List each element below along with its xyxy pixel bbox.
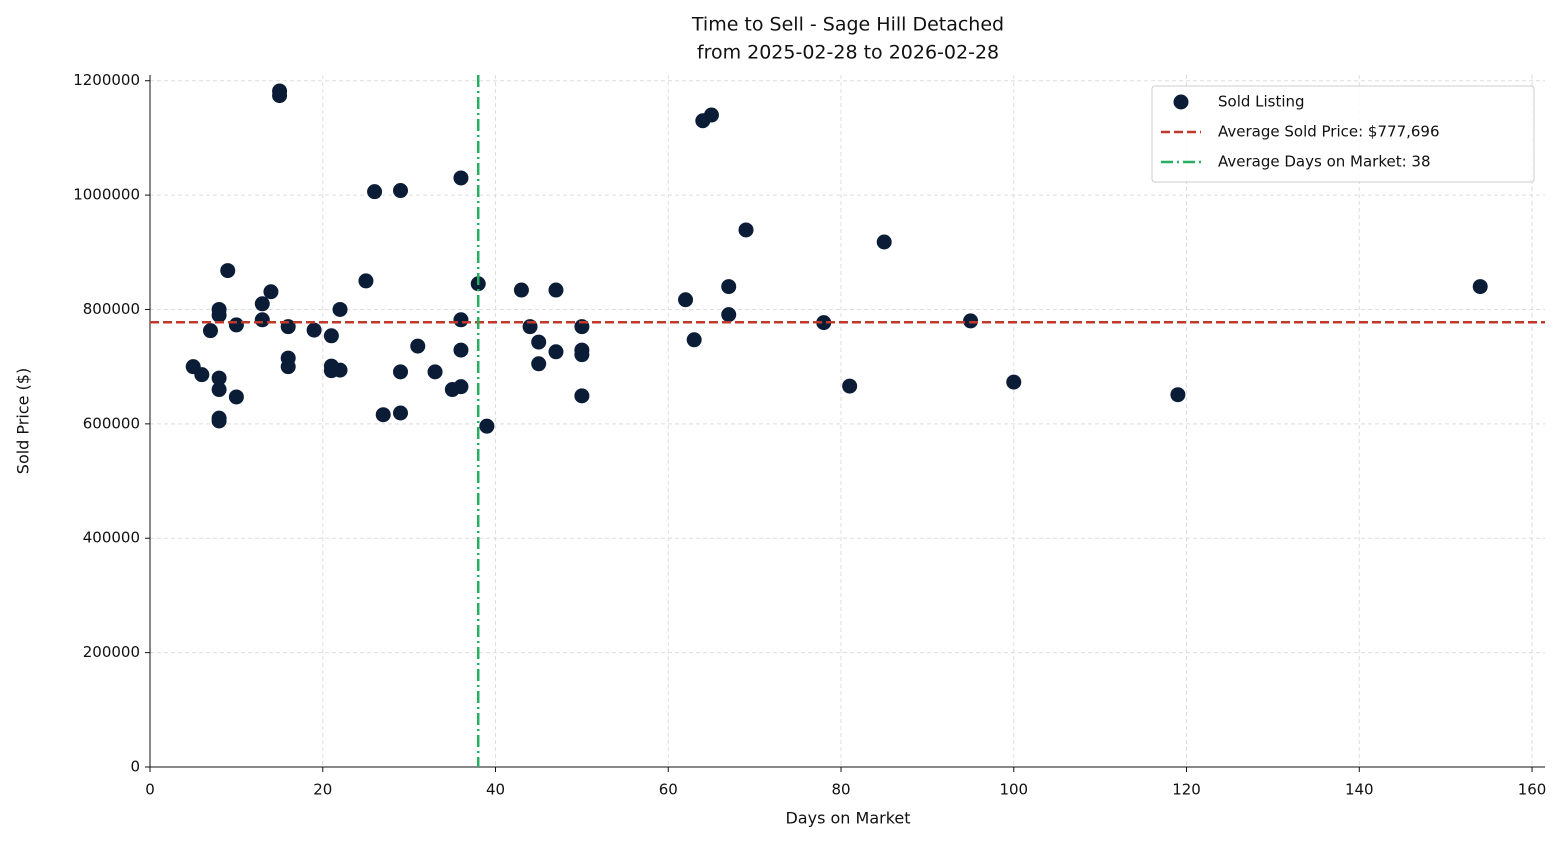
point bbox=[211, 307, 227, 323]
point bbox=[574, 388, 590, 404]
point bbox=[453, 342, 469, 358]
point bbox=[254, 312, 270, 328]
point bbox=[738, 222, 754, 238]
point bbox=[876, 234, 892, 250]
point bbox=[531, 334, 547, 350]
x-axis-label: Days on Market bbox=[785, 809, 910, 828]
point bbox=[410, 338, 426, 354]
x-tick-label: 140 bbox=[1345, 781, 1374, 799]
point bbox=[228, 389, 244, 405]
chart-subtitle: from 2025-02-28 to 2026-02-28 bbox=[697, 42, 999, 64]
point bbox=[548, 344, 564, 360]
point bbox=[306, 322, 322, 338]
point bbox=[280, 359, 296, 375]
y-tick-label: 600000 bbox=[83, 414, 140, 432]
point bbox=[721, 279, 737, 295]
point bbox=[211, 370, 227, 386]
point bbox=[211, 382, 227, 398]
legend: Sold Listing Average Sold Price: $777,696… bbox=[1151, 85, 1535, 183]
legend-label: Average Sold Price: $777,696 bbox=[1218, 123, 1440, 141]
point bbox=[842, 378, 858, 394]
legend-label: Average Days on Market: 38 bbox=[1218, 153, 1431, 171]
point bbox=[375, 407, 391, 423]
point bbox=[453, 170, 469, 186]
point bbox=[194, 367, 210, 383]
x-tick-label: 60 bbox=[659, 781, 678, 799]
point bbox=[332, 301, 348, 317]
point bbox=[202, 323, 218, 339]
chart-title: Time to Sell - Sage Hill Detached bbox=[691, 14, 1004, 36]
point bbox=[254, 296, 270, 312]
x-tick-label: 40 bbox=[486, 781, 505, 799]
point bbox=[392, 183, 408, 199]
point bbox=[721, 307, 737, 323]
x-tick-label: 100 bbox=[999, 781, 1028, 799]
x-tick-label: 80 bbox=[831, 781, 850, 799]
point bbox=[392, 364, 408, 380]
point bbox=[1006, 374, 1022, 390]
point bbox=[963, 313, 979, 329]
point bbox=[1170, 387, 1186, 403]
x-tick-label: 120 bbox=[1172, 781, 1201, 799]
point bbox=[358, 273, 374, 289]
point bbox=[703, 107, 719, 123]
point bbox=[211, 413, 227, 429]
point bbox=[513, 282, 529, 298]
y-tick-label: 800000 bbox=[83, 300, 140, 318]
point bbox=[548, 282, 564, 298]
x-tick-label: 0 bbox=[145, 781, 155, 799]
legend-marker bbox=[1173, 94, 1189, 110]
legend-box bbox=[1151, 85, 1535, 183]
point bbox=[323, 328, 339, 344]
point bbox=[531, 356, 547, 372]
point bbox=[367, 184, 383, 200]
point bbox=[332, 362, 348, 378]
y-tick-label: 1000000 bbox=[73, 186, 140, 204]
y-tick-label: 200000 bbox=[83, 643, 140, 661]
point bbox=[816, 315, 832, 331]
point bbox=[453, 312, 469, 328]
point bbox=[574, 347, 590, 363]
point bbox=[453, 379, 469, 395]
point bbox=[272, 88, 288, 104]
y-tick-label: 0 bbox=[130, 758, 140, 776]
y-axis-label: Sold Price ($) bbox=[14, 368, 33, 474]
legend-label: Sold Listing bbox=[1218, 93, 1305, 111]
x-tick-label: 160 bbox=[1518, 781, 1547, 799]
point bbox=[479, 418, 495, 434]
y-tick-label: 1200000 bbox=[73, 71, 140, 89]
point bbox=[686, 332, 702, 348]
point bbox=[220, 263, 236, 279]
x-tick-label: 20 bbox=[313, 781, 332, 799]
point bbox=[228, 317, 244, 333]
point bbox=[678, 292, 694, 308]
point bbox=[392, 405, 408, 421]
point bbox=[1472, 279, 1488, 295]
y-tick-label: 400000 bbox=[83, 529, 140, 547]
point bbox=[263, 284, 279, 300]
point bbox=[427, 364, 443, 380]
